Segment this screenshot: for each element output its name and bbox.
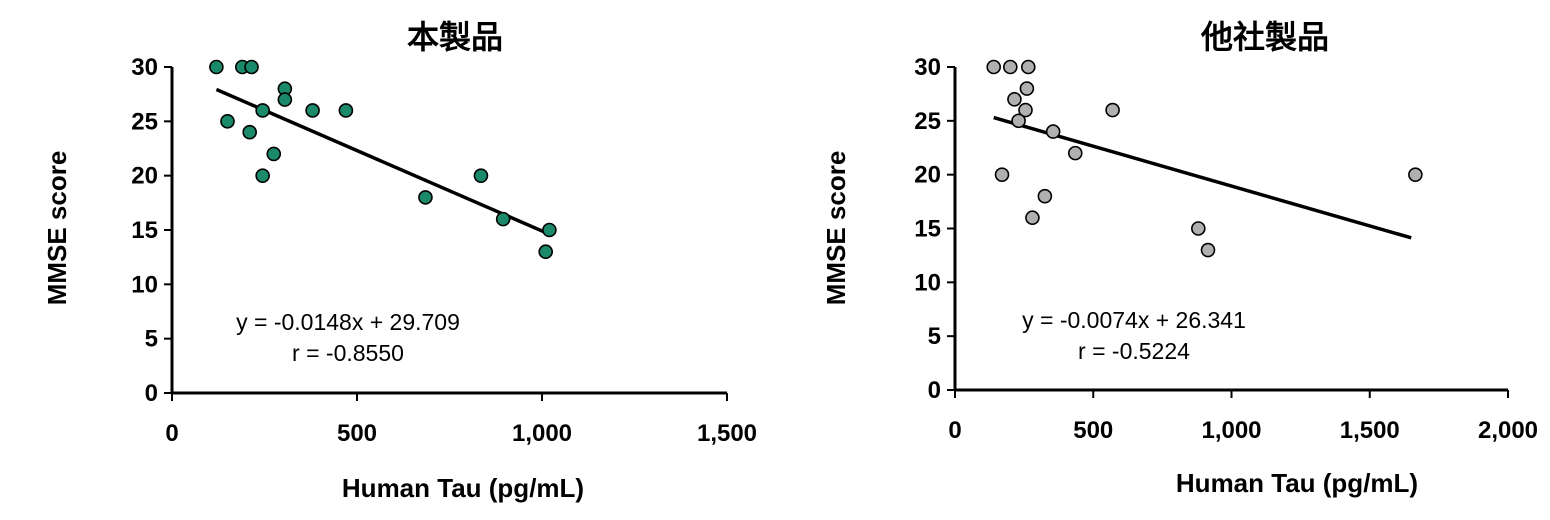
x-tick-label: 1,000 <box>1201 417 1261 444</box>
y-axis-label: MMSE score <box>821 151 851 306</box>
data-point <box>277 92 293 107</box>
data-point <box>1408 167 1423 182</box>
chart-right: 他社製品 MMSE score Human Tau (pg/mL) 0 5 10 15… <box>821 19 1538 498</box>
chart-left: 本製品 MMSE score Human Tau (pg/mL) 0 5 10 15 2… <box>42 19 757 503</box>
data-point <box>418 190 433 205</box>
data-point <box>1067 145 1083 161</box>
data-point <box>473 168 489 183</box>
data-point <box>1191 221 1206 236</box>
y-axis-label: MMSE score <box>42 151 72 306</box>
y-tick-label: 25 <box>131 108 158 135</box>
data-point <box>255 168 270 183</box>
y-tick-label: 20 <box>914 162 941 189</box>
y-tick-label: 0 <box>145 380 158 407</box>
data-point <box>209 59 224 75</box>
chart-title: 本製品 <box>407 19 503 55</box>
trendline <box>215 87 551 236</box>
data-point <box>1200 242 1216 258</box>
data-point <box>242 124 257 140</box>
plot-area: 0 5 10 15 20 25 30 0 500 1,000 1,500 2,000 <box>914 54 1538 444</box>
y-tick-label: 5 <box>928 323 941 350</box>
data-point <box>266 146 282 162</box>
data-point <box>1037 188 1053 204</box>
data-point <box>986 59 1002 75</box>
trendline <box>993 115 1412 240</box>
data-point <box>1045 124 1061 139</box>
x-tick-label: 1,000 <box>512 420 572 447</box>
y-tick-label: 25 <box>914 108 941 135</box>
y-tick-label: 20 <box>131 163 158 190</box>
x-axis-label: Human Tau (pg/mL) <box>1176 468 1418 498</box>
x-tick-label: 1,500 <box>697 420 757 447</box>
chart-title: 他社製品 <box>1200 19 1329 55</box>
x-tick-label: 1,500 <box>1340 417 1400 444</box>
data-point <box>1019 81 1035 96</box>
data-point <box>338 103 354 118</box>
trendline-equation: y = -0.0148x + 29.709 <box>236 309 460 335</box>
correlation-coefficient: r = -0.5224 <box>1078 338 1190 364</box>
data-point <box>220 114 235 129</box>
data-point <box>495 211 511 227</box>
data-point <box>1011 113 1026 129</box>
correlation-coefficient: r = -0.8550 <box>292 340 404 366</box>
data-point <box>1025 210 1040 226</box>
data-point <box>542 222 557 238</box>
x-tick-label: 0 <box>948 417 961 444</box>
y-tick-label: 15 <box>914 216 941 243</box>
y-tick-label: 10 <box>131 271 158 298</box>
data-point <box>994 167 1010 182</box>
data-point <box>1018 102 1033 118</box>
trendline-equation: y = -0.0074x + 26.341 <box>1022 307 1246 333</box>
data-point <box>305 103 320 118</box>
data-point <box>1002 59 1018 75</box>
x-tick-label: 500 <box>1073 417 1113 444</box>
x-tick-label: 500 <box>337 420 377 447</box>
x-tick-label: 2,000 <box>1478 417 1538 444</box>
data-point <box>538 244 554 260</box>
x-axis-label: Human Tau (pg/mL) <box>342 473 584 503</box>
data-point <box>1020 59 1036 75</box>
x-tick-label: 0 <box>165 420 178 447</box>
data-point <box>244 59 259 75</box>
y-tick-label: 10 <box>914 269 941 296</box>
plot-area: 0 5 10 15 20 25 30 0 500 1,000 1,500 <box>131 54 757 447</box>
y-tick-label: 30 <box>131 54 158 81</box>
y-tick-label: 30 <box>914 54 941 81</box>
data-point <box>255 103 270 118</box>
y-tick-label: 5 <box>145 326 158 353</box>
data-point <box>1007 92 1022 107</box>
y-tick-label: 0 <box>928 377 941 404</box>
data-point <box>1105 102 1120 118</box>
y-tick-label: 15 <box>131 217 158 244</box>
